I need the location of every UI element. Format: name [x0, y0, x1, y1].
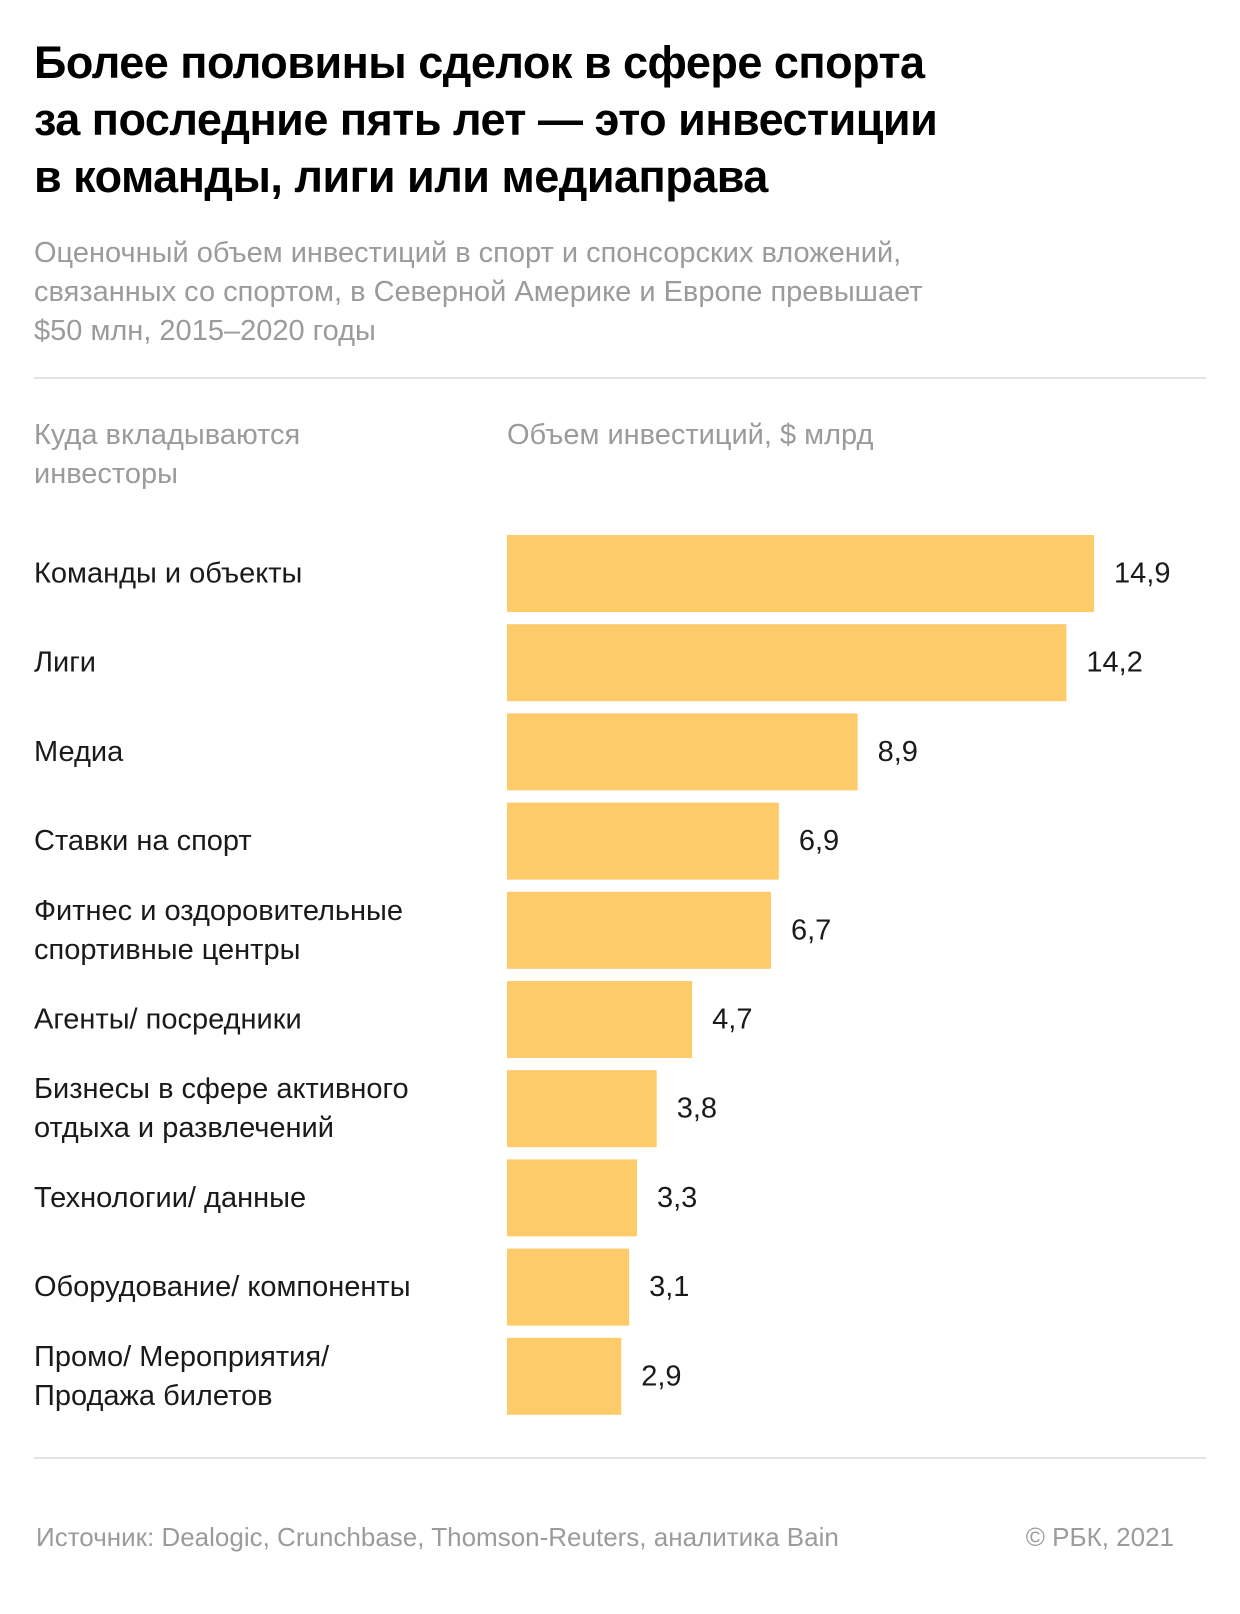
category-label-line: Агенты/ посредники [34, 1004, 302, 1036]
category-label: Технологии/ данные [34, 1182, 306, 1214]
value-label: 6,7 [791, 914, 831, 946]
subtitle-line: Оценочный объем инвестиций в спорт и спо… [34, 237, 902, 269]
category-header-line: Куда вкладываются [34, 419, 301, 451]
category-label-line: Лиги [34, 647, 96, 679]
bar [507, 891, 771, 969]
title-line: в команды, лиги или медиаправа [34, 151, 768, 202]
category-label-line: спортивные центры [34, 934, 300, 966]
category-label-line: Продажа билетов [34, 1380, 273, 1412]
bar [507, 535, 1094, 612]
value-label: 3,1 [649, 1271, 689, 1303]
category-header-line: инвесторы [34, 458, 178, 490]
subtitle-line: $50 млн, 2015–2020 годы [34, 315, 376, 347]
category-label-line: Технологии/ данные [34, 1182, 306, 1214]
category-label: Бизнесы в сфере активного отдыха и развле… [34, 1073, 409, 1144]
value-label: 8,9 [878, 736, 918, 768]
value-label: 14,9 [1114, 558, 1170, 590]
bar [507, 1159, 638, 1237]
category-label: Ставки на спорт [34, 825, 252, 857]
value-header-line: Объем инвестиций, $ млрд [507, 419, 874, 451]
category-label: Промо/ Мероприятия/Продажа билетов [34, 1341, 330, 1412]
title-line: Более половины сделок в сфере спорта [34, 37, 925, 88]
bottom-divider [34, 1457, 1206, 1459]
bar [507, 1337, 622, 1415]
category-label-line: Фитнес и оздоровительные [34, 895, 403, 927]
copyright-note: © РБК, 2021 [1025, 1522, 1174, 1552]
bar [507, 1248, 630, 1326]
category-label: Медиа [34, 736, 124, 768]
category-label-line: Промо/ Мероприятия/ [34, 1341, 330, 1373]
value-column-header: Объем инвестиций, $ млрд [507, 416, 873, 455]
chart-title: Более половины сделок в сфере спорта за … [34, 34, 1134, 205]
bar [507, 1070, 657, 1148]
category-label: Фитнес и оздоровительные спортивные центр… [34, 895, 403, 966]
category-label-line: отдыха и развлечений [34, 1112, 334, 1144]
category-label-line: Медиа [34, 736, 124, 768]
category-column-header: Куда вкладываются инвесторы [34, 416, 300, 494]
bar [507, 802, 779, 880]
chart-subtitle: Оценочный объем инвестиций в спорт и спо… [34, 234, 1174, 351]
category-label-line: Команды и объекты [34, 558, 302, 590]
category-label: Оборудование/ компоненты [34, 1271, 411, 1303]
value-label: 3,8 [677, 1093, 717, 1125]
bar [507, 624, 1067, 702]
category-label-line: Бизнесы в сфере активного [34, 1073, 409, 1105]
value-label: 2,9 [641, 1360, 681, 1392]
value-label: 4,7 [712, 1004, 752, 1036]
category-label-line: Оборудование/ компоненты [34, 1271, 411, 1303]
value-label: 3,3 [657, 1182, 697, 1214]
category-label: Команды и объекты [34, 558, 302, 590]
bar [507, 713, 858, 791]
title-line: за последние пять лет — это инвестиции [34, 94, 938, 145]
category-label: Лиги [34, 647, 96, 679]
category-label-line: Ставки на спорт [34, 825, 252, 857]
category-label: Агенты/ посредники [34, 1004, 302, 1036]
top-divider [34, 377, 1206, 379]
subtitle-line: связанных со спортом, в Северной Америке… [34, 276, 923, 308]
bar [507, 981, 693, 1058]
value-label: 6,9 [799, 825, 839, 857]
value-label: 14,2 [1086, 647, 1142, 679]
source-note: Источник: Dealogic, Crunchbase, Thomson-… [36, 1522, 839, 1552]
